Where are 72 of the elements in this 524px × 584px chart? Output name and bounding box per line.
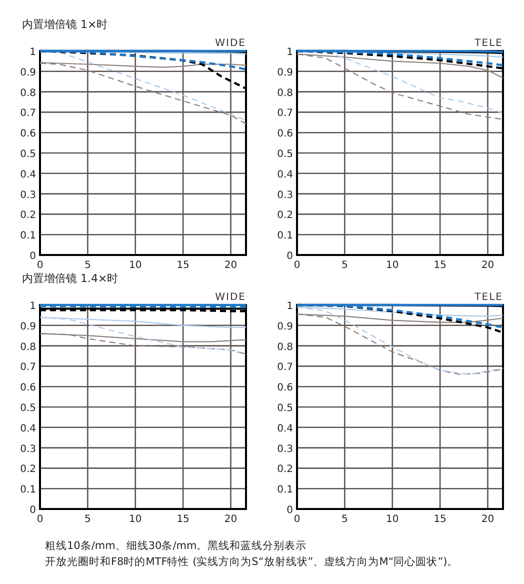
x-tick-label: 20	[224, 514, 238, 525]
chart-subtitle: TELE	[474, 38, 503, 49]
y-tick-label: 0.2	[277, 210, 293, 222]
x-tick-label: 0	[36, 260, 44, 271]
y-tick-label: 0.2	[20, 210, 36, 222]
x-tick-label: 0	[36, 514, 44, 525]
y-tick-label: 0.7	[277, 108, 293, 120]
x-tick-label: 10	[129, 260, 142, 271]
y-tick-label: 0.5	[20, 149, 36, 160]
y-tick-label: 0	[286, 251, 293, 262]
x-tick-label: 20	[224, 260, 238, 271]
y-tick-label: 0	[30, 505, 36, 516]
y-tick-label: 0.8	[277, 342, 293, 353]
y-tick-label: 0.1	[20, 484, 36, 496]
y-tick-label: 0.7	[277, 362, 293, 374]
y-tick-label: 0.9	[20, 67, 36, 78]
chart-subtitle: TELE	[474, 292, 503, 303]
y-tick-label: 0.9	[277, 67, 293, 78]
y-tick-label: 0.2	[20, 464, 36, 476]
chart-subtitle: WIDE	[215, 38, 246, 49]
y-tick-label: 0.3	[20, 444, 36, 455]
y-tick-label: 0	[30, 251, 36, 262]
x-tick-label: 5	[342, 514, 348, 525]
x-tick-label: 10	[129, 514, 142, 525]
y-tick-label: 0.6	[20, 128, 36, 140]
y-tick-label: 0.6	[277, 128, 293, 140]
y-tick-label: 0.6	[20, 382, 36, 394]
y-tick-label: 0.5	[20, 403, 36, 414]
y-tick-label: 0.2	[277, 464, 293, 476]
x-tick-label: 10	[386, 514, 399, 525]
y-tick-label: 0	[286, 505, 293, 516]
y-tick-label: 0.9	[20, 321, 36, 332]
y-tick-label: 0.4	[277, 423, 293, 434]
y-tick-label: 0.3	[277, 190, 293, 201]
text: 开放光圈时和F8时的MTF特性 (实线方向为S“放射线状”、虚线方向为M“同心圆状”)。	[45, 555, 458, 568]
y-tick-label: 0.1	[277, 484, 293, 496]
y-tick-label: 0.3	[277, 444, 293, 455]
y-tick-label: 0.8	[20, 342, 36, 353]
y-tick-label: 0.4	[20, 169, 36, 180]
x-tick-label: 20	[481, 260, 494, 271]
x-tick-label: 15	[176, 260, 190, 271]
y-tick-label: 0.7	[20, 108, 36, 120]
x-tick-label: 15	[434, 260, 446, 271]
chart-title: 内置增倍镜 1.4×时	[22, 272, 118, 285]
chart-title: 内置增倍镜 1×时	[22, 18, 108, 31]
y-tick-label: 0.5	[277, 149, 293, 160]
text: 粗线10条/mm、细线30条/mm。黑线和蓝线分别表示	[45, 539, 307, 552]
y-tick-label: 1	[30, 301, 36, 312]
y-tick-label: 0.5	[277, 403, 293, 414]
y-tick-label: 0.3	[20, 190, 36, 201]
y-tick-label: 1	[286, 301, 293, 312]
x-tick-label: 0	[294, 514, 300, 525]
x-tick-label: 0	[294, 260, 300, 271]
x-tick-label: 20	[481, 514, 494, 525]
chart-subtitle: WIDE	[215, 292, 246, 303]
y-tick-label: 0.9	[277, 321, 293, 332]
y-tick-label: 0.4	[277, 169, 293, 180]
x-tick-label: 15	[434, 514, 446, 525]
y-tick-label: 0.7	[20, 362, 36, 374]
x-tick-label: 5	[342, 260, 348, 271]
x-tick-label: 5	[84, 514, 91, 525]
x-tick-label: 15	[176, 514, 190, 525]
y-tick-label: 0.8	[20, 88, 36, 99]
y-tick-label: 0.6	[277, 382, 293, 394]
y-tick-label: 1	[30, 47, 36, 58]
y-tick-label: 0.8	[277, 88, 293, 99]
y-tick-label: 1	[286, 47, 293, 58]
y-tick-label: 0.1	[20, 230, 36, 242]
y-tick-label: 0.4	[20, 423, 36, 434]
x-tick-label: 5	[84, 260, 91, 271]
x-tick-label: 10	[386, 260, 399, 271]
y-tick-label: 0.1	[277, 230, 293, 242]
